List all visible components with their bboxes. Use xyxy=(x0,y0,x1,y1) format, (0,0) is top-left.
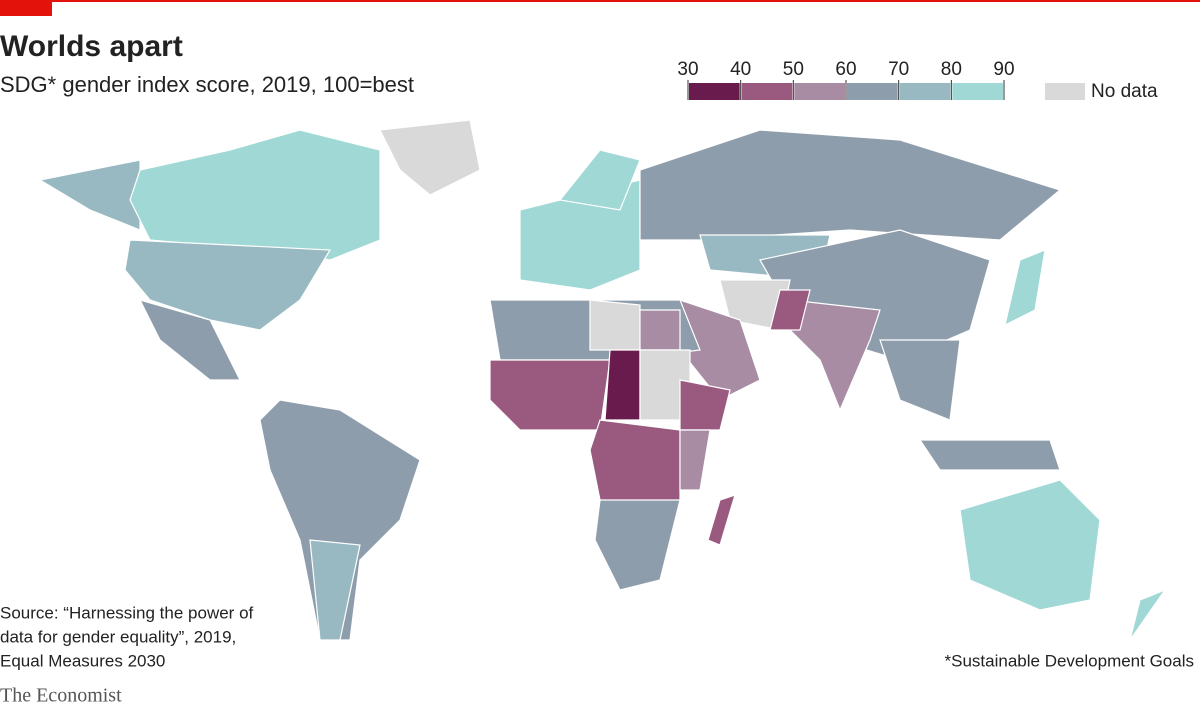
legend-swatch xyxy=(741,83,793,100)
legend-tick-label: 40 xyxy=(730,59,751,80)
mexico xyxy=(138,299,241,381)
egypt xyxy=(639,309,681,351)
canada xyxy=(129,129,381,261)
australia xyxy=(959,479,1101,611)
legend-tick-label: 60 xyxy=(835,59,856,80)
southern-africa xyxy=(594,499,681,591)
legend-tick-label: 50 xyxy=(783,59,804,80)
new-zealand xyxy=(1129,588,1167,641)
scandinavia xyxy=(558,149,641,211)
source: Equal Measures 2030 xyxy=(0,651,165,670)
title: Worlds apart xyxy=(0,30,183,63)
no-data-label: No data xyxy=(1091,81,1158,102)
libya xyxy=(589,299,641,351)
no-data-swatch xyxy=(1045,83,1085,100)
greenland xyxy=(379,119,481,196)
indonesia xyxy=(918,439,1061,471)
legend-swatch xyxy=(794,83,845,100)
legend-tick-label: 70 xyxy=(888,59,909,80)
source: data for gender equality”, 2019, xyxy=(0,627,236,646)
source: Source: “Harnessing the power of xyxy=(0,603,254,622)
ethiopia xyxy=(679,379,731,431)
alaska xyxy=(38,159,141,231)
brand: The Economist xyxy=(0,685,122,707)
japan xyxy=(1004,249,1046,327)
russia xyxy=(639,129,1062,241)
southern-cone xyxy=(309,539,361,641)
legend-tick-label: 90 xyxy=(993,59,1014,80)
legend-swatch xyxy=(952,83,1003,100)
legend-swatch xyxy=(847,83,898,100)
usa xyxy=(124,239,332,331)
southeast-asia xyxy=(879,339,961,421)
legend-tick-label: 30 xyxy=(677,59,698,80)
west-africa xyxy=(489,359,611,431)
footnote: *Sustainable Development Goals xyxy=(945,651,1194,670)
top-rule xyxy=(0,0,1200,2)
east-africa xyxy=(679,429,711,491)
madagascar xyxy=(707,494,736,546)
subtitle: SDG* gender index score, 2019, 100=best xyxy=(0,72,414,97)
world-map xyxy=(38,119,1167,641)
legend-swatch xyxy=(689,83,740,100)
south-america xyxy=(259,399,421,641)
legend-tick-label: 80 xyxy=(941,59,962,80)
legend-swatch xyxy=(899,83,951,100)
pakistan xyxy=(769,289,811,331)
chad xyxy=(604,349,641,421)
legend: 30 40 50 60 70 80 90 No data xyxy=(677,59,1158,102)
red-tag xyxy=(0,0,52,16)
